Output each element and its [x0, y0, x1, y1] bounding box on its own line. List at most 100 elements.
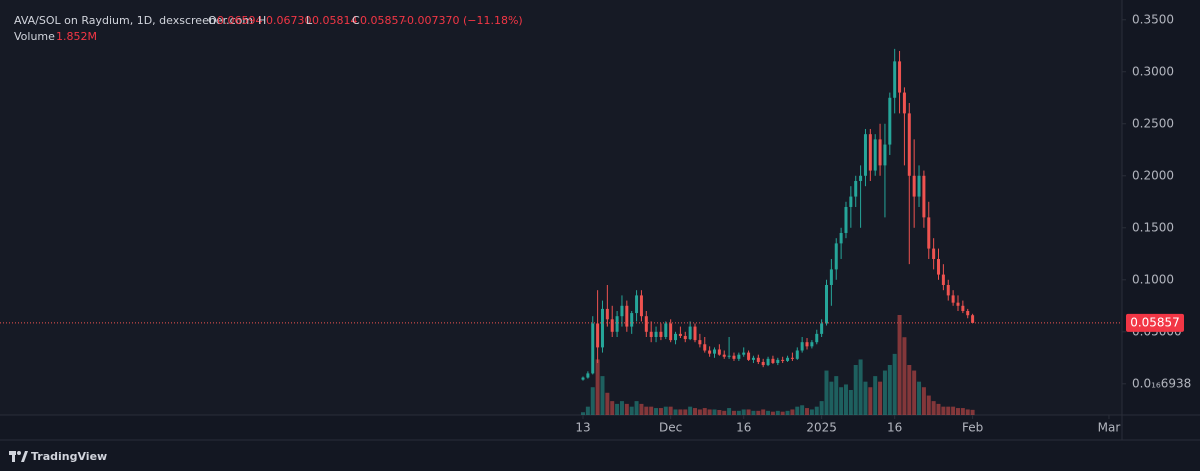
- candle-body: [922, 175, 926, 218]
- candle-body: [859, 175, 863, 181]
- candle-body: [586, 373, 590, 378]
- candle-body: [664, 323, 668, 337]
- volume-bar: [907, 365, 912, 415]
- x-tick-label: Feb: [962, 421, 983, 435]
- volume-bar: [785, 410, 790, 415]
- y-tick-label: 0.2500: [1132, 116, 1174, 130]
- volume-bar: [970, 409, 975, 415]
- candle-body: [698, 340, 702, 345]
- candle-body: [781, 359, 785, 361]
- volume-bar: [595, 359, 600, 415]
- volume-bar: [946, 406, 951, 415]
- candle-body: [966, 310, 970, 316]
- candle-body: [635, 295, 639, 314]
- volume-bar: [746, 409, 751, 415]
- candle-body: [717, 349, 721, 355]
- candle-body: [795, 350, 799, 359]
- volume-bar: [848, 390, 853, 415]
- candle-body: [927, 217, 931, 249]
- high-label: H: [258, 14, 266, 27]
- candle-body: [961, 305, 965, 311]
- candle-body: [786, 357, 790, 361]
- candle-body: [620, 305, 624, 317]
- volume-bar: [644, 406, 649, 415]
- volume-bar: [897, 315, 902, 415]
- volume-bar: [731, 410, 736, 415]
- candle-body: [820, 323, 824, 334]
- candle-body: [600, 308, 604, 348]
- volume-bar: [600, 376, 605, 415]
- candle-body: [703, 344, 707, 351]
- volume-bar: [955, 408, 960, 415]
- candle-body: [883, 144, 887, 166]
- volume-bar: [921, 387, 926, 415]
- candle-body: [932, 248, 936, 259]
- volume-bar: [610, 401, 615, 415]
- candle-body: [941, 274, 945, 285]
- volume-bar: [931, 401, 936, 415]
- volume-bar: [585, 406, 590, 415]
- candle-body: [805, 342, 809, 347]
- candle-body: [825, 284, 828, 324]
- volume-bar: [634, 401, 639, 415]
- volume-bar: [663, 406, 668, 415]
- candle-body: [693, 326, 697, 341]
- x-tick-label: 13: [575, 421, 590, 435]
- candle-body: [898, 61, 902, 93]
- volume-bar: [882, 370, 887, 415]
- low-label: L: [306, 14, 313, 27]
- volume-bar: [693, 408, 698, 415]
- volume-bar: [668, 406, 673, 415]
- candle-body: [615, 316, 619, 332]
- candle-body: [917, 175, 921, 197]
- volume-bar: [912, 370, 917, 415]
- candle-body: [732, 355, 736, 359]
- volume-bar: [770, 411, 775, 415]
- candle-body: [747, 352, 751, 360]
- volume-bar: [649, 406, 654, 415]
- candle-body: [766, 358, 770, 366]
- volume-label: Volume: [14, 30, 55, 43]
- volume-value: 1.852M: [56, 30, 97, 43]
- candle-body: [849, 196, 853, 207]
- volume-bar: [775, 410, 780, 415]
- marks: [0, 48, 1122, 415]
- candle-body: [868, 134, 872, 171]
- candle-body: [678, 333, 682, 336]
- candle-body: [839, 232, 843, 244]
- volume-bar: [717, 410, 722, 415]
- volume-bar: [814, 406, 819, 415]
- volume-bar: [756, 410, 761, 415]
- y-tick-label: 0.3000: [1132, 64, 1174, 78]
- candle-body: [790, 357, 794, 359]
- candle-body: [810, 342, 814, 347]
- volume-bar: [878, 381, 883, 415]
- volume-bar: [766, 410, 771, 415]
- volume-bar: [824, 370, 829, 415]
- candle-body: [605, 308, 609, 320]
- volume-bar: [965, 409, 970, 415]
- volume-bar: [819, 401, 824, 415]
- candle-body: [591, 323, 595, 374]
- price-label-box: [1126, 313, 1184, 332]
- candle-body: [956, 302, 960, 306]
- volume-bar: [795, 406, 800, 415]
- candle-body: [737, 354, 741, 359]
- volume-bar: [702, 408, 707, 415]
- candle-body: [708, 350, 712, 354]
- volume-bar: [892, 353, 897, 415]
- plot-area: [0, 0, 1122, 415]
- y-tick-label: 0.1000: [1132, 272, 1174, 286]
- volume-bar: [736, 410, 741, 415]
- symbol: AVA/SOL on Raydium, 1D, dexscreener.com: [14, 14, 253, 27]
- candle-body: [727, 355, 731, 357]
- change: -0.007370 (−11.18%): [403, 14, 523, 27]
- volume-bar: [619, 401, 624, 415]
- candle-body: [610, 319, 614, 332]
- volume-bar: [741, 409, 746, 415]
- volume-bar: [722, 410, 727, 415]
- volume-bar: [761, 409, 766, 415]
- candle-body: [722, 354, 726, 357]
